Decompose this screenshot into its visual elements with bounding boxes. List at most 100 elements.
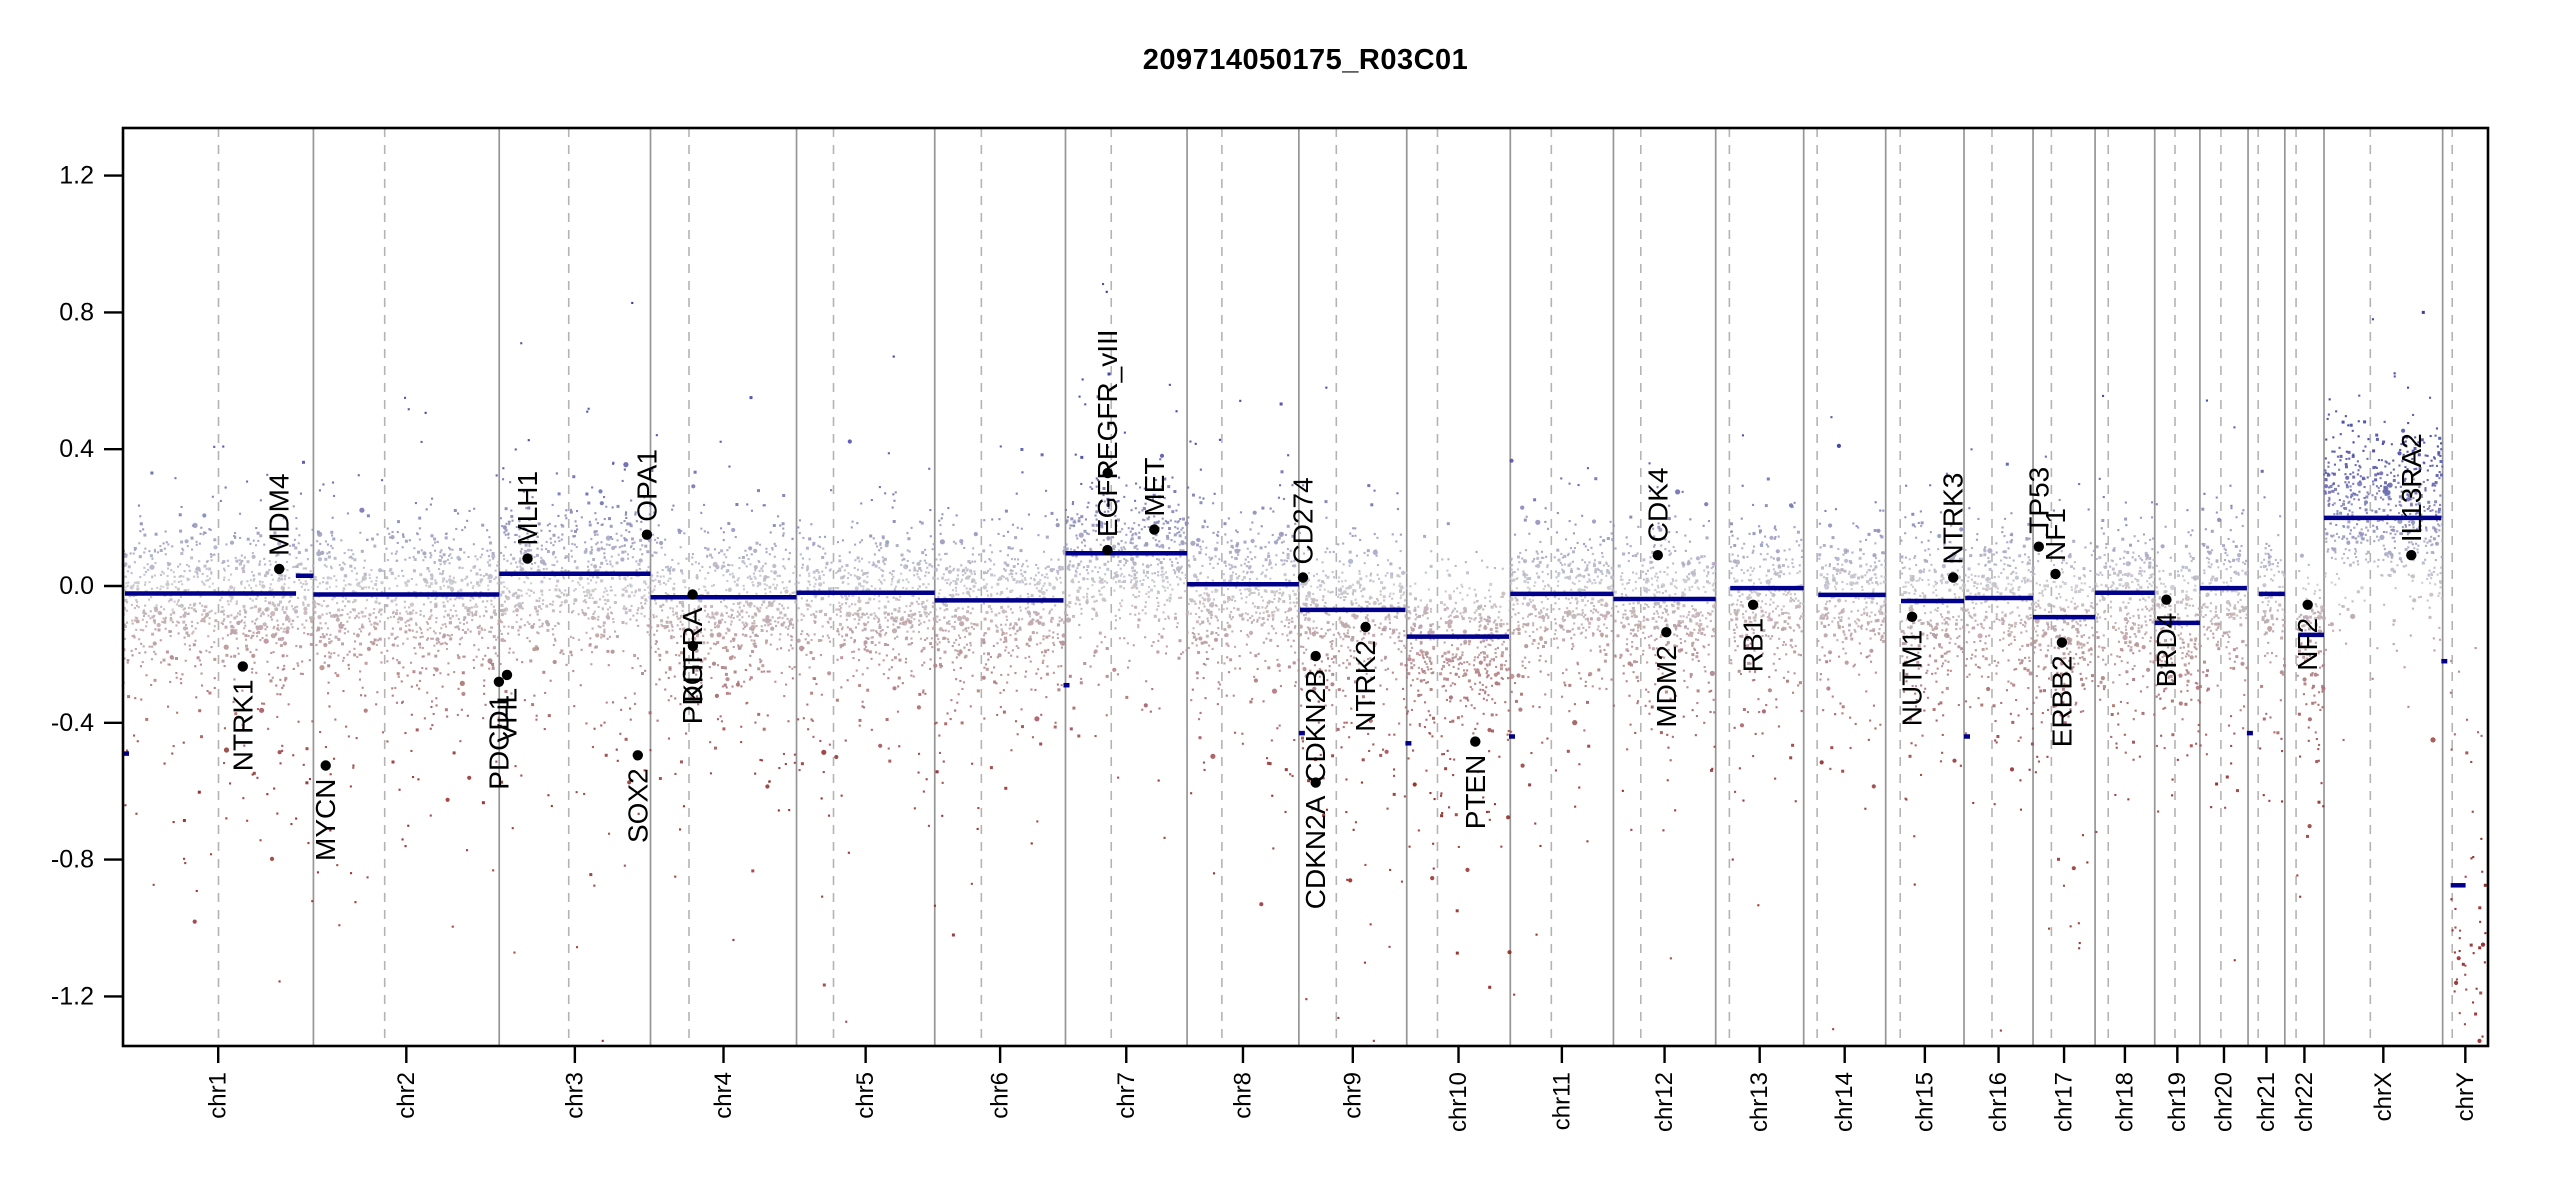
scatter-point [1173, 540, 1176, 543]
scatter-point [233, 535, 236, 538]
scatter-point [931, 565, 934, 568]
scatter-point [418, 538, 421, 541]
scatter-point [585, 722, 588, 725]
scatter-point [439, 572, 442, 575]
scatter-point [890, 612, 893, 615]
scatter-point [630, 545, 633, 548]
scatter-point [714, 569, 717, 572]
scatter-point [1098, 521, 1104, 527]
scatter-point [819, 739, 822, 742]
scatter-point [208, 617, 211, 620]
scatter-point [1091, 584, 1094, 587]
scatter-point [434, 654, 438, 658]
scatter-point [631, 301, 634, 304]
scatter-point [892, 623, 895, 626]
scatter-point [1078, 599, 1081, 602]
scatter-point [198, 650, 201, 653]
scatter-point [1040, 453, 1044, 457]
scatter-point [433, 667, 436, 670]
scatter-point [446, 634, 449, 637]
scatter-point [1047, 565, 1050, 568]
scatter-point [316, 626, 320, 630]
scatter-point [545, 567, 548, 570]
scatter-point [671, 625, 674, 628]
scatter-point [142, 528, 145, 531]
scatter-point [591, 651, 594, 654]
scatter-point [1056, 569, 1060, 573]
scatter-point [368, 576, 371, 579]
scatter-point [552, 544, 555, 547]
scatter-point [324, 540, 327, 543]
scatter-point [751, 628, 755, 632]
scatter-point [666, 565, 669, 568]
scatter-point [1095, 555, 1098, 558]
scatter-point [500, 780, 504, 784]
scatter-point [1020, 448, 1024, 451]
scatter-point [273, 604, 277, 608]
scatter-point [1151, 572, 1154, 575]
scatter-point [695, 673, 698, 676]
scatter-point [732, 639, 735, 642]
scatter-point [1048, 582, 1051, 585]
scatter-point [418, 679, 421, 682]
scatter-point [810, 691, 814, 695]
scatter-point [1168, 527, 1171, 530]
scatter-point [782, 532, 785, 535]
scatter-point [329, 773, 332, 776]
scatter-point [1070, 579, 1074, 583]
scatter-point [1177, 520, 1180, 523]
scatter-point [849, 574, 852, 577]
scatter-point [784, 763, 787, 766]
scatter-point [523, 624, 526, 627]
scatter-point [639, 538, 643, 542]
scatter-point [257, 630, 261, 634]
scatter-point [810, 523, 813, 526]
scatter-point [656, 719, 659, 722]
scatter-point [373, 621, 377, 625]
scatter-point [271, 550, 275, 554]
scatter-point [1174, 570, 1177, 573]
scatter-point [810, 599, 813, 602]
scatter-point [873, 563, 876, 566]
scatter-point [672, 504, 675, 507]
scatter-point [808, 537, 812, 541]
scatter-point [1048, 629, 1051, 632]
scatter-point [760, 567, 763, 570]
scatter-point [1039, 589, 1043, 593]
scatter-point [507, 536, 510, 539]
scatter-point [394, 577, 397, 580]
scatter-point [920, 521, 924, 525]
scatter-point [923, 607, 927, 611]
scatter-point [133, 561, 136, 564]
scatter-point [867, 616, 870, 619]
scatter-point [448, 634, 451, 637]
scatter-point [778, 616, 781, 619]
scatter-point [1164, 520, 1167, 523]
scatter-point [279, 693, 282, 696]
scatter-point [951, 625, 954, 628]
scatter-point [905, 605, 908, 608]
scatter-point [520, 567, 523, 570]
scatter-point [727, 587, 732, 592]
scatter-point [1066, 604, 1069, 607]
scatter-point [1058, 620, 1061, 623]
scatter-point [344, 627, 347, 630]
scatter-point [880, 568, 883, 571]
scatter-point [867, 637, 870, 640]
scatter-point [414, 636, 417, 639]
scatter-point [856, 568, 859, 571]
scatter-point [1046, 665, 1049, 668]
scatter-point [824, 613, 828, 617]
scatter-point [354, 640, 357, 643]
scatter-point [742, 604, 745, 607]
scatter-point [925, 611, 928, 614]
scatter-point [432, 712, 435, 715]
scatter-point [1163, 836, 1166, 839]
scatter-point [817, 639, 821, 642]
scatter-point [188, 644, 191, 647]
scatter-point [600, 561, 604, 565]
scatter-point [322, 483, 325, 486]
scatter-point [564, 514, 567, 517]
scatter-point [959, 580, 962, 583]
scatter-point [302, 604, 305, 607]
